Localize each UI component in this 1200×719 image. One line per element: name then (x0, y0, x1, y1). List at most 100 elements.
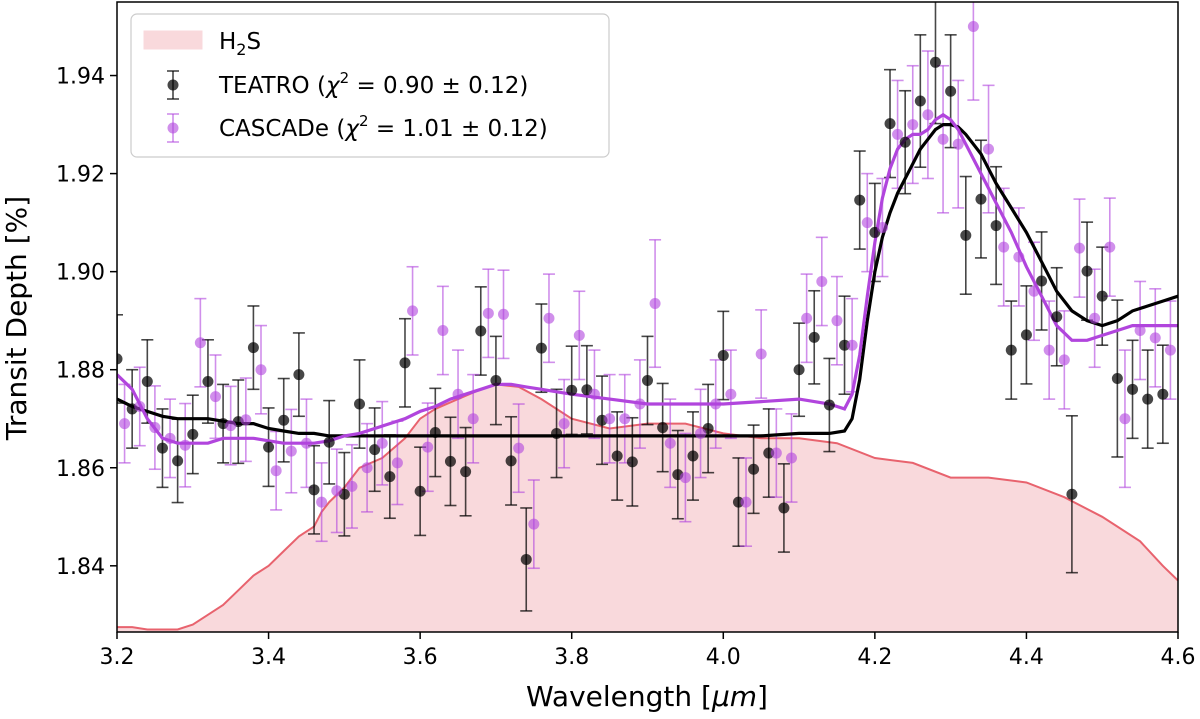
cascade-point (1119, 413, 1131, 425)
cascade-point (543, 312, 555, 324)
cascade-point (376, 437, 388, 449)
y-tick-label: 1.84 (56, 555, 105, 580)
teatro-point (1036, 275, 1048, 287)
cascade-point (1013, 251, 1025, 263)
cascade-point (498, 308, 510, 320)
teatro-point (1020, 329, 1032, 341)
cascade-point (892, 128, 904, 140)
teatro-model-line (117, 123, 1178, 438)
teatro-point (1111, 373, 1123, 385)
legend-h2s-swatch (143, 30, 203, 50)
cascade-point (1043, 344, 1055, 356)
x-tick-label: 3.2 (100, 645, 135, 670)
cascade-point (149, 422, 161, 434)
teatro-point (793, 364, 805, 376)
teatro-point (1051, 311, 1063, 323)
teatro-point (490, 374, 502, 386)
cascade-point (907, 119, 919, 131)
cascade-point (573, 329, 585, 341)
teatro-point (141, 375, 153, 387)
cascade-point (452, 388, 464, 400)
cascade-point (1058, 354, 1070, 366)
teatro-points (117, 56, 1169, 565)
cascade-point (695, 427, 707, 439)
plot-frame (116, 1, 1179, 633)
y-tick-label: 1.94 (56, 65, 105, 90)
cascade-point (194, 337, 206, 349)
teatro-point (914, 95, 926, 107)
cascade-point (1134, 324, 1146, 336)
cascade-point (876, 222, 888, 234)
teatro-point (247, 342, 259, 354)
teatro-point (778, 502, 790, 514)
teatro-point (414, 485, 426, 497)
cascade-point (1149, 332, 1161, 344)
teatro-point (354, 398, 366, 410)
cascade-point (270, 465, 282, 477)
plot-area (117, 2, 1178, 632)
cascade-point (604, 413, 616, 425)
cascade-point (407, 305, 419, 317)
x-axis-ticks: 3.2 3.4 3.6 3.8 4.0 4.2 4.4 4.6 (100, 632, 1196, 670)
cascade-point (119, 418, 131, 430)
legend-cascade-marker (167, 113, 179, 143)
cascade-point (482, 307, 494, 319)
cascade-point (998, 241, 1010, 253)
teatro-point (263, 441, 275, 453)
cascade-point (361, 462, 373, 474)
teatro-point (1096, 290, 1108, 302)
cascade-point (164, 432, 176, 444)
teatro-point (990, 220, 1002, 232)
teatro-point (975, 193, 987, 205)
teatro-point (1066, 488, 1078, 500)
teatro-point (626, 456, 638, 468)
teatro-point (657, 422, 669, 434)
teatro-point (369, 444, 381, 456)
y-axis-ticks: 1.84 1.86 1.88 1.90 1.92 1.94 (56, 65, 117, 580)
cascade-point (346, 480, 358, 492)
x-tick-label: 4.0 (706, 645, 741, 670)
cascade-point (513, 442, 525, 454)
teatro-point (642, 374, 653, 386)
cascade-point (649, 298, 661, 310)
x-tick-label: 4.4 (1009, 645, 1044, 670)
cascade-model-line (117, 112, 1178, 445)
teatro-point (884, 118, 896, 130)
cascade-point (316, 496, 328, 508)
cascade-point (967, 21, 979, 33)
cascade-point (331, 485, 343, 497)
h2s-absorption-fill (117, 384, 1178, 632)
cascade-point (134, 400, 146, 412)
teatro-point (1005, 344, 1017, 356)
cascade-point (831, 315, 843, 327)
teatro-point (460, 466, 472, 478)
cascade-point (725, 388, 737, 400)
teatro-point (823, 399, 835, 411)
cascade-point (755, 348, 767, 360)
teatro-point (187, 428, 199, 440)
cascade-point (391, 457, 403, 469)
cascade-point (437, 324, 449, 336)
cascade-point (816, 275, 828, 287)
teatro-point (854, 194, 866, 206)
teatro-point (566, 384, 578, 396)
teatro-point (1127, 383, 1139, 395)
cascade-point (588, 388, 600, 400)
teatro-point (763, 447, 775, 459)
teatro-point (960, 229, 972, 241)
cascade-point (922, 109, 934, 121)
cascade-point (1073, 242, 1085, 254)
teatro-point (172, 455, 184, 467)
cascade-point (225, 420, 237, 432)
teatro-point (384, 471, 396, 483)
teatro-errorbar (117, 313, 123, 404)
legend-cascade-label: CASCADe (χ2 = 1.01 ± 0.12) (219, 112, 548, 142)
teatro-point (687, 450, 699, 462)
x-tick-label: 4.6 (1161, 645, 1196, 670)
cascade-point (619, 413, 631, 425)
teatro-point (520, 553, 532, 565)
x-tick-label: 3.8 (554, 645, 589, 670)
cascade-point (528, 518, 540, 530)
legend-h2s-label: H2S (219, 29, 261, 59)
